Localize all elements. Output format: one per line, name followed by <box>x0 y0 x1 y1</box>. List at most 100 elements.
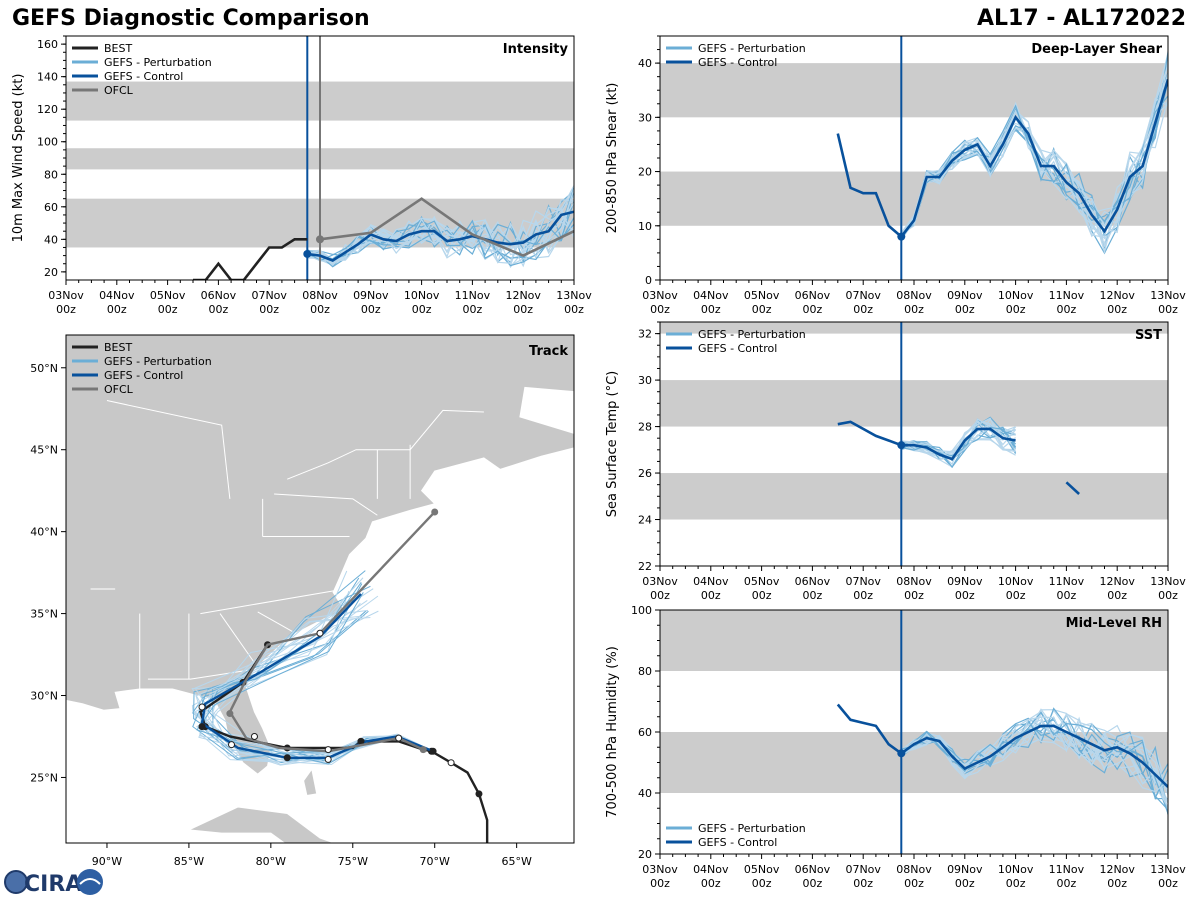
x-tick-label: 00z <box>853 589 873 602</box>
track-ofcl <box>228 511 436 753</box>
series-best <box>193 238 308 280</box>
panel-title: Deep-Layer Shear <box>1031 42 1162 57</box>
track-open-dot <box>324 755 332 763</box>
y-tick-label: 20 <box>638 166 652 179</box>
x-tick-label: 07Nov <box>845 863 881 876</box>
x-tick-label: 00z <box>1006 589 1026 602</box>
x-tick-label: 00z <box>564 303 584 316</box>
legend-label: GEFS - Control <box>698 342 777 355</box>
series-gefs-control <box>836 703 1168 788</box>
state-border <box>287 409 484 480</box>
x-tick-label: 00z <box>1158 877 1178 890</box>
intensity-panel: 2040608010012014016003Nov00z04Nov00z05No… <box>11 35 592 316</box>
x-tick-label: 04Nov <box>693 289 729 302</box>
shear-panel: 01020304003Nov00z04Nov00z05Nov00z06Nov00… <box>605 35 1186 316</box>
y-tick-label: 20 <box>44 266 58 279</box>
x-tick-label: 00z <box>955 589 975 602</box>
x-tick-label: 07Nov <box>251 289 287 302</box>
y-tick-label: 30 <box>638 111 652 124</box>
track-dot <box>226 710 234 718</box>
x-tick-label: 00z <box>701 303 721 316</box>
x-tick-label: 00z <box>1107 303 1127 316</box>
land-north-america <box>66 335 574 775</box>
state-border <box>257 611 296 634</box>
y-tick-label: 28 <box>638 421 652 434</box>
sst-panel: 22242628303203Nov00z04Nov00z05Nov00z06No… <box>605 321 1186 602</box>
init-point <box>897 749 906 758</box>
category-band <box>660 322 1168 334</box>
logo-swoosh-icon <box>79 878 101 885</box>
legend-label: GEFS - Perturbation <box>104 56 212 69</box>
init-point <box>897 232 906 241</box>
perturbation-line <box>307 185 574 264</box>
x-tick-label: 00z <box>158 303 178 316</box>
series-gefs-control <box>307 210 574 262</box>
x-tick-label: 08Nov <box>896 575 932 588</box>
y-tick-label: 60 <box>44 201 58 214</box>
y-tick-label: 30°N <box>30 690 58 703</box>
legend-label: GEFS - Perturbation <box>698 822 806 835</box>
y-tick-label: 40 <box>638 57 652 70</box>
x-tick-label: 03Nov <box>48 289 84 302</box>
x-tick-label: 65°W <box>501 855 531 868</box>
track-open-dot <box>324 746 332 754</box>
x-tick-label: 08Nov <box>896 289 932 302</box>
x-tick-label: 11Nov <box>1049 575 1085 588</box>
legend-label: OFCL <box>104 84 134 97</box>
x-tick-label: 03Nov <box>642 575 678 588</box>
y-axis-label: 200-850 hPa Shear (kt) <box>605 83 620 234</box>
track-open-dot <box>250 732 258 740</box>
x-tick-label: 08Nov <box>896 863 932 876</box>
track-gefs-control <box>200 593 434 759</box>
series-gefs-control <box>836 79 1168 239</box>
perturbation-members <box>306 185 574 269</box>
track-dot <box>198 723 206 731</box>
land-bahamas <box>303 768 318 797</box>
legend-label: GEFS - Control <box>698 56 777 69</box>
track-dot <box>475 790 483 798</box>
x-tick-label: 00z <box>1006 303 1026 316</box>
rh-panel: 2040608010003Nov00z04Nov00z05Nov00z06Nov… <box>605 604 1186 890</box>
x-tick-label: 70°W <box>420 855 450 868</box>
plot-frame <box>65 334 575 844</box>
track-dot <box>431 508 439 516</box>
track-dot <box>283 754 291 762</box>
x-tick-label: 00z <box>752 877 772 890</box>
init-point <box>303 249 312 258</box>
land-cuba <box>187 806 336 843</box>
y-tick-label: 35°N <box>30 608 58 621</box>
x-tick-label: 06Nov <box>795 289 831 302</box>
x-tick-label: 00z <box>56 303 76 316</box>
x-tick-label: 00z <box>904 589 924 602</box>
x-tick-label: 11Nov <box>1049 289 1085 302</box>
x-tick-label: 85°W <box>174 855 204 868</box>
category-band <box>660 473 1168 520</box>
perturbation-line <box>901 709 1168 803</box>
x-tick-label: 80°W <box>256 855 286 868</box>
x-tick-label: 06Nov <box>795 575 831 588</box>
track-open-dot <box>316 629 324 637</box>
storm-id: AL17 - AL172022 <box>977 6 1186 31</box>
logo-satellite-icon <box>77 869 103 895</box>
track-open-dot <box>395 734 403 742</box>
x-tick-label: 07Nov <box>845 575 881 588</box>
x-tick-label: 07Nov <box>845 289 881 302</box>
x-tick-label: 00z <box>701 589 721 602</box>
x-tick-label: 00z <box>1057 303 1077 316</box>
series-gefs-control <box>837 420 1016 461</box>
x-tick-label: 12Nov <box>1099 863 1135 876</box>
x-tick-label: 00z <box>361 303 381 316</box>
x-tick-label: 00z <box>107 303 127 316</box>
track-open-dot <box>447 759 455 767</box>
logo-text: CIRA <box>24 872 82 897</box>
perturbation-line <box>901 426 1017 469</box>
legend-label: GEFS - Control <box>698 836 777 849</box>
y-tick-label: 80 <box>638 665 652 678</box>
x-tick-label: 08Nov <box>302 289 338 302</box>
x-tick-label: 00z <box>1057 877 1077 890</box>
x-tick-label: 10Nov <box>998 575 1034 588</box>
panel-title: Track <box>529 344 568 359</box>
x-tick-label: 00z <box>259 303 279 316</box>
x-tick-label: 05Nov <box>744 863 780 876</box>
